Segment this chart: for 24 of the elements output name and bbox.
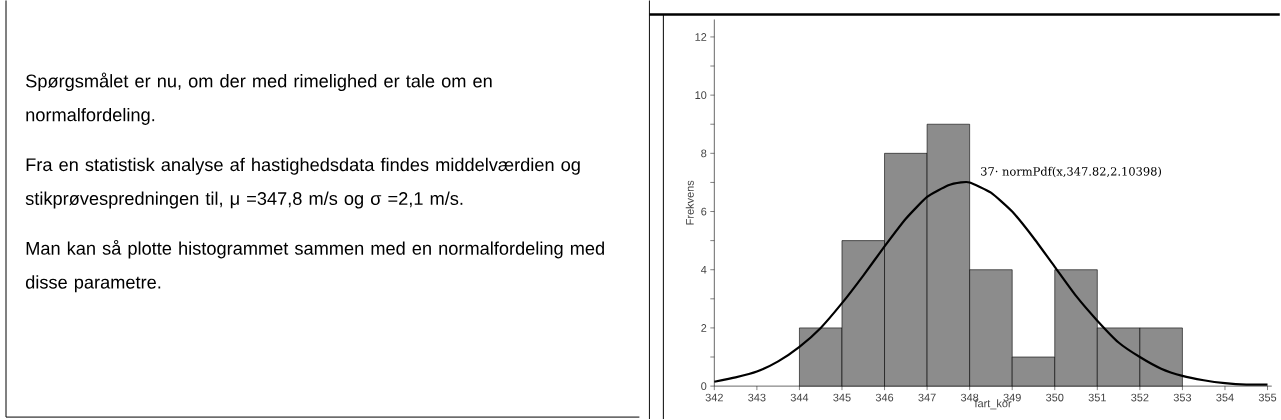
y-tick-label: 12 (695, 33, 707, 41)
text: Man kan så plotte histogrammet sammen med en normalfordeling med disse parametre. (25, 240, 604, 293)
text: Spørgsmålet er nu, om der med rimelighed er tale om en normalfordeling. (26, 72, 492, 126)
y-tick-label: 0 (701, 382, 707, 391)
x-tick-label: 346 (875, 393, 894, 402)
y-tick-label: 4 (700, 266, 707, 274)
x-tick-label: 351 (1088, 393, 1106, 402)
text: Fra en statistisk analyse af hastighedsdata findes middelværdien og stikprøvespredningen til, μ =347,8 m/s og σ =2,1 m/s. (25, 157, 580, 209)
x-tick-label: 343 (748, 393, 766, 402)
x-tick-label: 354 (1216, 393, 1234, 402)
y-tick-label: 10 (695, 91, 707, 100)
annotation: 37· normPdf(x,347.82,2.10398) (981, 167, 1162, 178)
x-tick-label: 345 (833, 393, 851, 402)
y-tick-label: 6 (701, 207, 707, 216)
y-tick-label: 2 (701, 324, 707, 332)
y-tick-label: 8 (701, 149, 707, 158)
x-tick-label: 344 (790, 393, 809, 402)
x-tick-label: 353 (1173, 393, 1192, 402)
x-tick-label: 350 (1046, 393, 1064, 402)
y-axis-title: Frekvens (685, 180, 694, 225)
x-tick-label: 352 (1131, 393, 1149, 402)
x-tick-label: 342 (705, 393, 723, 402)
x-tick-label: 347 (918, 393, 936, 402)
x-tick-label: 355 (1258, 393, 1277, 402)
